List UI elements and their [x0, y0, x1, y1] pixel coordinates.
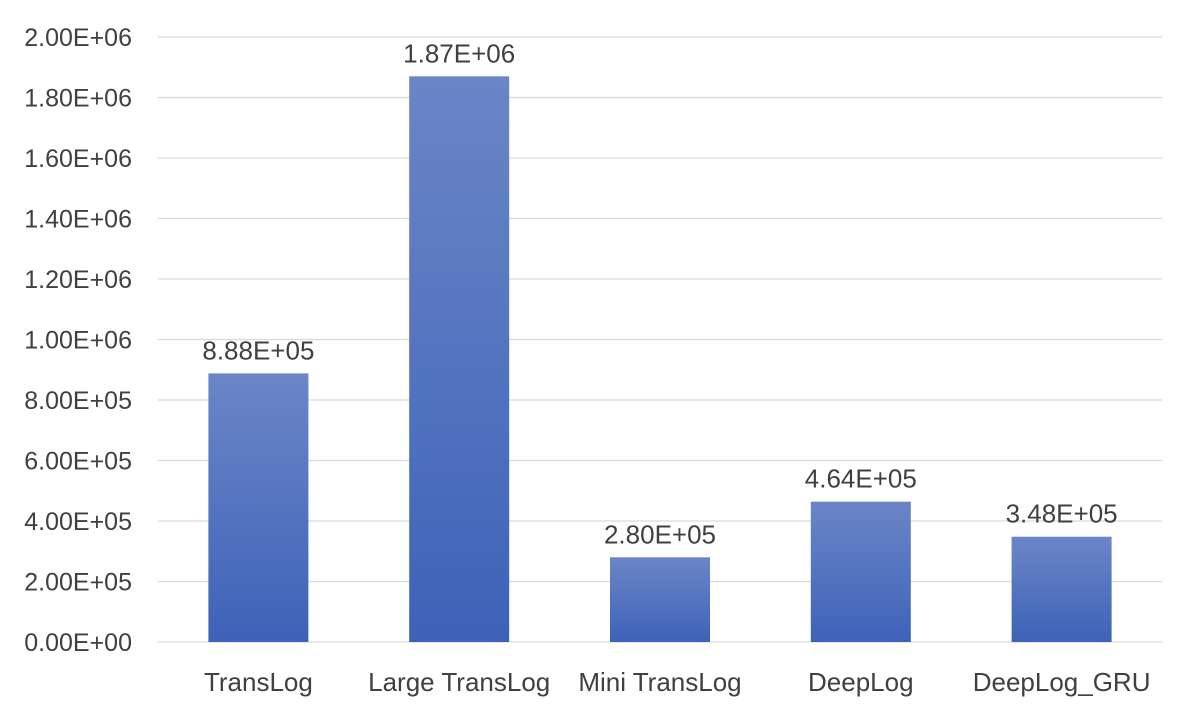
x-tick-label: Mini TransLog: [578, 667, 741, 697]
y-tick-label: 2.00E+06: [24, 24, 132, 52]
y-tick-label: 1.40E+06: [24, 206, 132, 234]
data-label: 2.80E+05: [604, 519, 716, 549]
bars: [208, 76, 1112, 642]
data-label: 8.88E+05: [202, 335, 314, 365]
x-axis-tick-labels: TransLog Large TransLog Mini TransLog DeepL…: [204, 667, 1151, 697]
x-tick-label: DeepLog: [808, 667, 914, 697]
y-tick-label: 0.00E+00: [24, 629, 132, 657]
bar-translog: [208, 373, 309, 642]
y-tick-label: 4.00E+05: [24, 508, 132, 536]
data-label: 4.64E+05: [805, 464, 917, 494]
data-labels: 8.88E+05 1.87E+06 2.80E+05 4.64E+05 3.48E+05: [202, 38, 1117, 549]
y-tick-label: 1.20E+06: [24, 266, 132, 294]
gridlines: [158, 36, 1162, 643]
data-label: 3.48E+05: [1006, 499, 1118, 529]
bar-deeplog-gru: [1011, 536, 1112, 642]
y-axis-tick-labels: 0.00E+00 2.00E+05 4.00E+05 6.00E+05 8.00E+05…: [24, 24, 132, 657]
data-label: 1.87E+06: [403, 38, 515, 68]
y-tick-label: 1.00E+06: [24, 327, 132, 355]
y-tick-label: 1.60E+06: [24, 145, 132, 173]
x-tick-label: DeepLog_GRU: [973, 667, 1151, 697]
bar-mini-translog: [610, 557, 710, 642]
y-tick-label: 1.80E+06: [24, 85, 132, 113]
bar-large-translog: [409, 76, 510, 642]
bar-deeplog: [810, 501, 911, 642]
y-tick-label: 6.00E+05: [24, 448, 132, 476]
y-tick-label: 8.00E+05: [24, 387, 132, 415]
x-tick-label: TransLog: [204, 667, 313, 697]
x-tick-label: Large TransLog: [368, 667, 550, 697]
y-tick-label: 2.00E+05: [24, 569, 132, 597]
